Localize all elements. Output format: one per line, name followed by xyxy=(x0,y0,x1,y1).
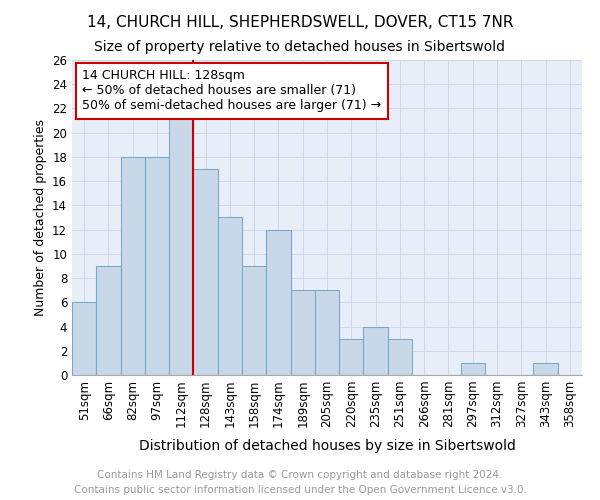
Bar xyxy=(339,338,364,375)
Text: 14 CHURCH HILL: 128sqm
← 50% of detached houses are smaller (71)
50% of semi-det: 14 CHURCH HILL: 128sqm ← 50% of detached… xyxy=(82,70,382,112)
Bar xyxy=(315,290,339,375)
Bar xyxy=(72,302,96,375)
Text: Contains public sector information licensed under the Open Government Licence v3: Contains public sector information licen… xyxy=(74,485,526,495)
Bar xyxy=(169,108,193,375)
Bar xyxy=(218,218,242,375)
Bar xyxy=(364,326,388,375)
Bar xyxy=(121,157,145,375)
Bar xyxy=(533,363,558,375)
Text: 14, CHURCH HILL, SHEPHERDSWELL, DOVER, CT15 7NR: 14, CHURCH HILL, SHEPHERDSWELL, DOVER, C… xyxy=(87,15,513,30)
Bar xyxy=(145,157,169,375)
Bar xyxy=(193,169,218,375)
Text: Contains HM Land Registry data © Crown copyright and database right 2024.: Contains HM Land Registry data © Crown c… xyxy=(97,470,503,480)
Bar xyxy=(290,290,315,375)
Y-axis label: Number of detached properties: Number of detached properties xyxy=(34,119,47,316)
Text: Size of property relative to detached houses in Sibertswold: Size of property relative to detached ho… xyxy=(95,40,505,54)
Bar xyxy=(242,266,266,375)
Bar xyxy=(266,230,290,375)
Bar xyxy=(461,363,485,375)
X-axis label: Distribution of detached houses by size in Sibertswold: Distribution of detached houses by size … xyxy=(139,438,515,452)
Bar xyxy=(388,338,412,375)
Bar xyxy=(96,266,121,375)
